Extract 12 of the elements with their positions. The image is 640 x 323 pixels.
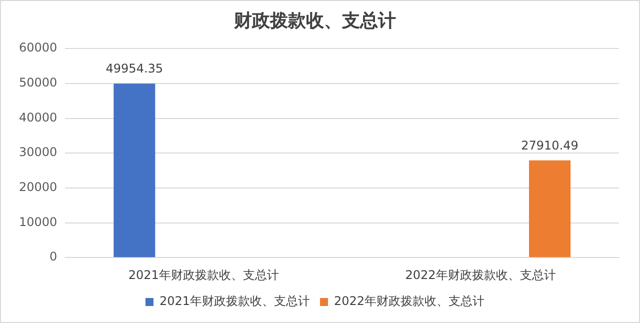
legend-label: 2021年财政拨款收、支总计: [159, 294, 310, 308]
y-tick-label: 60000: [18, 40, 58, 55]
legend-label: 2022年财政拨款收、支总计: [334, 294, 485, 308]
data-label: 49954.35: [106, 62, 164, 76]
y-tick-label: 50000: [18, 76, 58, 90]
y-tick-label: 30000: [18, 145, 58, 160]
y-tick-label: 0: [50, 250, 58, 264]
y-tick-label: 40000: [18, 110, 58, 124]
y-tick-label: 20000: [18, 180, 58, 194]
y-tick-label: 10000: [18, 214, 58, 229]
data-label: 27910.49: [521, 138, 578, 153]
chart-title: 财政拨款收、支总计: [233, 10, 396, 32]
